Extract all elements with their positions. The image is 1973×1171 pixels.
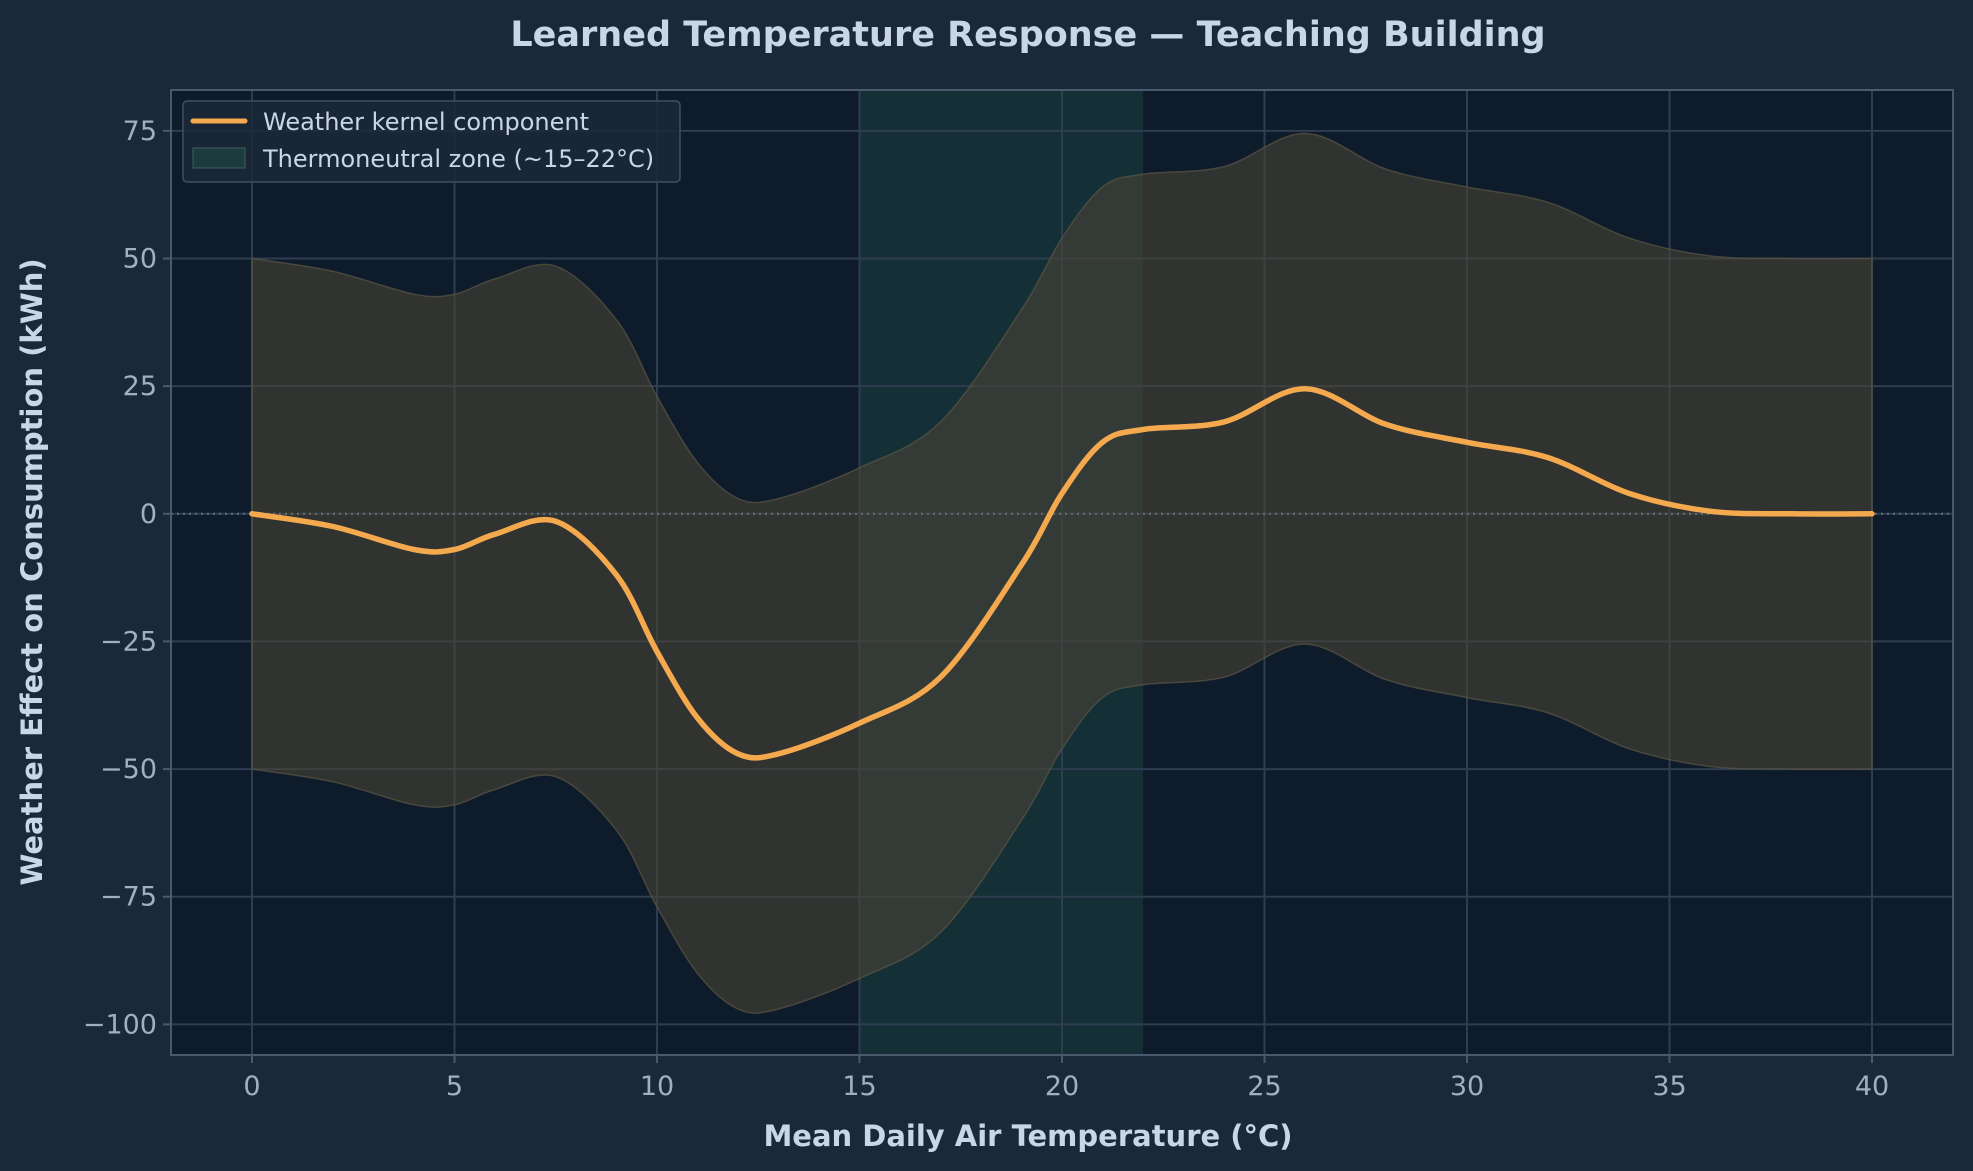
x-axis-title: Mean Daily Air Temperature (°C): [763, 1119, 1292, 1153]
legend-box: [182, 100, 681, 183]
y-tick-label: 75: [123, 116, 157, 147]
x-tick-label: 20: [1045, 1071, 1079, 1102]
x-tick-label: 30: [1450, 1071, 1484, 1102]
y-tick-label: −75: [100, 882, 157, 913]
y-tick-label: 50: [123, 243, 157, 274]
x-tick-label: 35: [1652, 1071, 1686, 1102]
y-tick-label: −50: [100, 754, 157, 785]
x-tick-label: 40: [1855, 1071, 1889, 1102]
x-tick-label: 5: [446, 1071, 463, 1102]
x-tick-label: 25: [1247, 1071, 1281, 1102]
uncertainty-band: [251, 132, 1873, 1014]
x-tick-label: 15: [842, 1071, 876, 1102]
legend-label-zone: Thermoneutral zone (~15–22°C): [262, 145, 654, 173]
y-tick-label: −100: [83, 1009, 157, 1040]
x-tick-label: 10: [640, 1071, 674, 1102]
legend-label-kernel: Weather kernel component: [263, 108, 589, 136]
legend-zone-swatch: [192, 147, 246, 169]
x-tick-label: 0: [243, 1071, 260, 1102]
series-line-weather-kernel: [249, 385, 1875, 761]
chart-title: Learned Temperature Response — Teaching …: [510, 15, 1545, 55]
y-tick-label: 25: [123, 371, 157, 402]
y-tick-label: 0: [140, 499, 157, 530]
y-tick-label: −25: [100, 626, 157, 657]
legend: Weather kernel component Thermoneutral z…: [182, 100, 681, 183]
y-axis-title: Weather Effect on Consumption (kWh): [15, 258, 49, 885]
